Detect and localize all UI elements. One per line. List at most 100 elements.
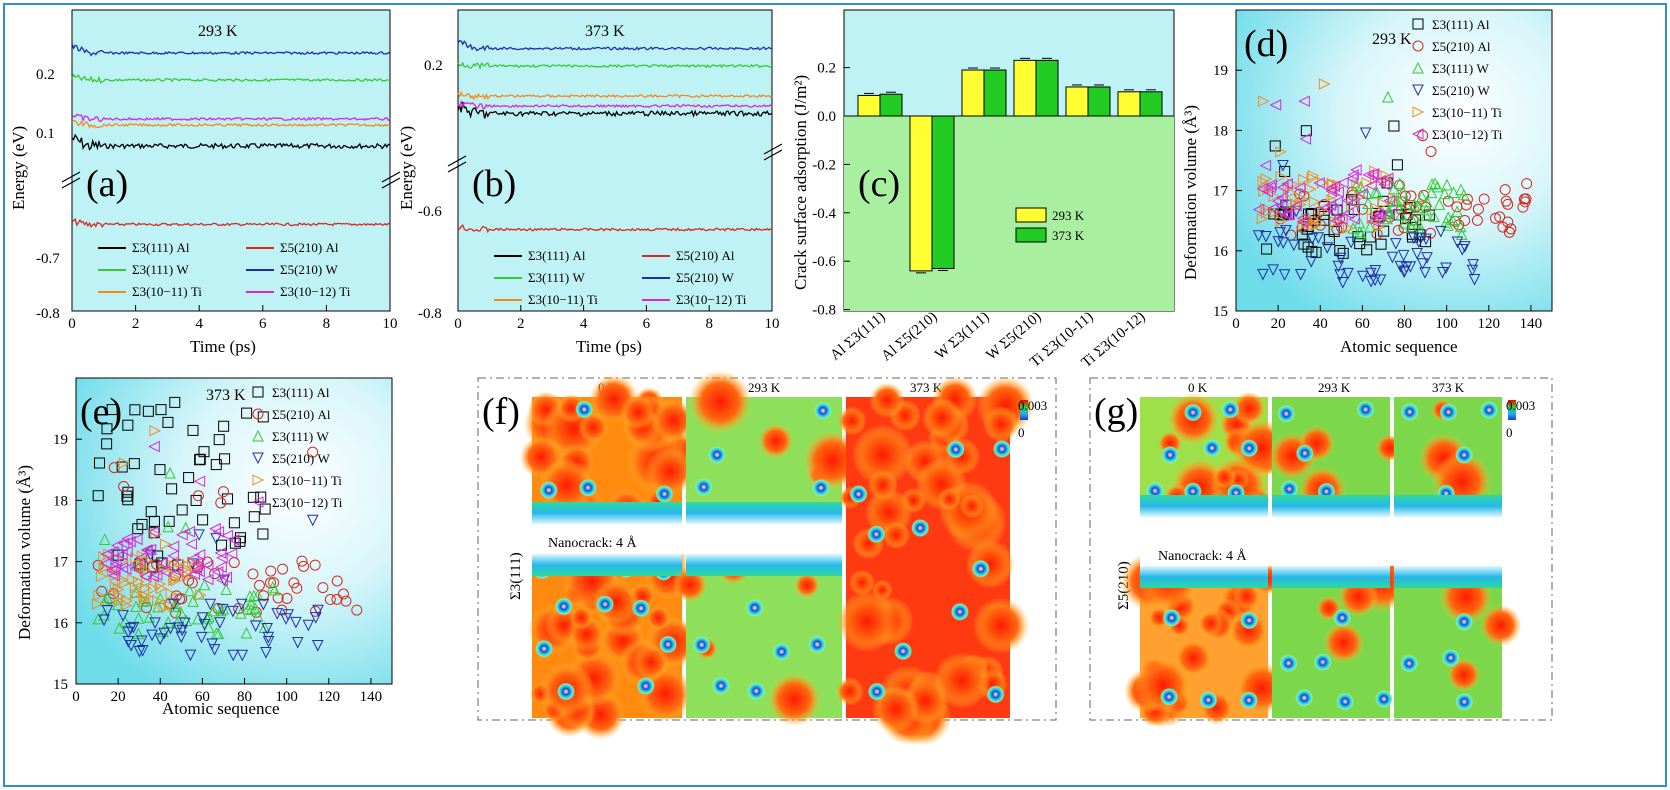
data-point xyxy=(1299,133,1312,145)
bar xyxy=(1117,91,1141,117)
data-point xyxy=(201,559,214,572)
data-point xyxy=(1278,269,1291,281)
crack-surface xyxy=(532,554,682,576)
x-tick-label: 20 xyxy=(1271,316,1286,332)
data-point xyxy=(208,644,221,656)
data-point xyxy=(1357,203,1369,215)
data-point xyxy=(167,549,179,562)
data-point xyxy=(166,483,178,495)
data-point xyxy=(198,618,211,631)
data-point xyxy=(1325,185,1338,197)
data-point xyxy=(1334,252,1347,265)
temp-label-293K: 293 K xyxy=(1318,380,1351,395)
data-point xyxy=(252,452,264,465)
data-point xyxy=(120,599,133,612)
legend-label: Σ5(210) Al xyxy=(272,407,331,422)
data-point xyxy=(1276,191,1288,204)
scale-min: 0 xyxy=(1018,425,1025,440)
x-tick-label: 80 xyxy=(1397,316,1412,332)
data-point xyxy=(152,595,164,607)
data-point xyxy=(252,429,264,442)
data-point xyxy=(215,497,227,509)
data-point xyxy=(216,603,229,616)
data-point xyxy=(249,620,262,632)
series-line xyxy=(457,223,773,234)
series-line xyxy=(457,99,773,110)
atom xyxy=(579,478,598,497)
crack-surface xyxy=(686,554,842,576)
data-point xyxy=(101,423,113,435)
bar xyxy=(931,115,955,269)
bar xyxy=(1013,59,1037,117)
data-point xyxy=(262,636,275,648)
atom xyxy=(1441,648,1460,667)
data-point xyxy=(180,562,192,575)
data-point xyxy=(248,589,260,602)
data-point xyxy=(1365,275,1377,288)
data-point xyxy=(1388,120,1400,132)
data-point xyxy=(250,606,262,618)
crack-surface xyxy=(1394,495,1502,517)
data-point xyxy=(1472,203,1484,215)
data-point xyxy=(170,574,182,587)
data-point xyxy=(187,552,200,565)
legend-label: Σ3(10−11) Ti xyxy=(132,284,202,299)
data-point xyxy=(1459,241,1471,253)
data-point xyxy=(1412,84,1424,97)
data-point xyxy=(1395,208,1407,221)
data-point xyxy=(207,604,220,617)
data-point xyxy=(1356,270,1369,283)
density-hotspot xyxy=(1213,466,1236,489)
legend: Σ3(111) Al Σ5(210) Al Σ3(111) W Σ5(210) W Σ3… xyxy=(1411,17,1503,142)
data-point xyxy=(176,504,188,516)
data-point xyxy=(1298,95,1310,107)
data-point xyxy=(1405,190,1417,202)
data-point xyxy=(240,626,253,639)
x-tick-label: 40 xyxy=(1313,316,1328,332)
data-point xyxy=(100,548,113,561)
density-hotspot xyxy=(1134,657,1192,714)
data-point xyxy=(1350,164,1362,176)
atom xyxy=(747,682,766,701)
data-point xyxy=(225,547,238,560)
data-point xyxy=(280,613,292,625)
data-point xyxy=(198,578,211,591)
atom xyxy=(1455,445,1474,464)
density-hotspot xyxy=(938,487,961,511)
plot-area xyxy=(1235,9,1553,312)
data-point xyxy=(1447,186,1460,198)
data-point xyxy=(91,598,104,610)
data-point xyxy=(1295,198,1307,211)
data-point xyxy=(1393,177,1406,189)
legend-label: Σ3(111) W xyxy=(272,429,330,444)
data-point xyxy=(158,565,171,578)
data-point xyxy=(132,612,145,624)
data-point xyxy=(1461,193,1473,205)
data-point xyxy=(106,404,118,416)
density-hotspot xyxy=(869,382,905,418)
data-point xyxy=(1304,183,1317,195)
data-point xyxy=(1290,200,1302,212)
legend-label: Σ3(10−12) Ti xyxy=(280,284,351,299)
plot-area xyxy=(457,9,773,312)
legend-label: Σ3(111) Al xyxy=(1432,17,1490,32)
data-point xyxy=(257,411,269,423)
data-point xyxy=(163,515,175,527)
data-point xyxy=(185,538,197,550)
data-point xyxy=(1296,212,1309,225)
crack-surface xyxy=(686,502,842,524)
data-point xyxy=(324,594,336,606)
data-point xyxy=(1428,210,1440,223)
data-point xyxy=(1345,236,1357,249)
data-point xyxy=(165,558,178,571)
data-point xyxy=(187,424,199,436)
data-point xyxy=(148,515,160,527)
data-point xyxy=(1429,177,1441,189)
density-hotspot xyxy=(1232,391,1266,425)
data-point xyxy=(1412,106,1425,118)
x-tick-label: 2 xyxy=(132,316,140,332)
data-point xyxy=(236,649,249,662)
atom xyxy=(849,485,868,504)
legend-label: Σ3(111) W xyxy=(132,262,190,277)
y-tick-label: 0.2 xyxy=(424,58,443,74)
